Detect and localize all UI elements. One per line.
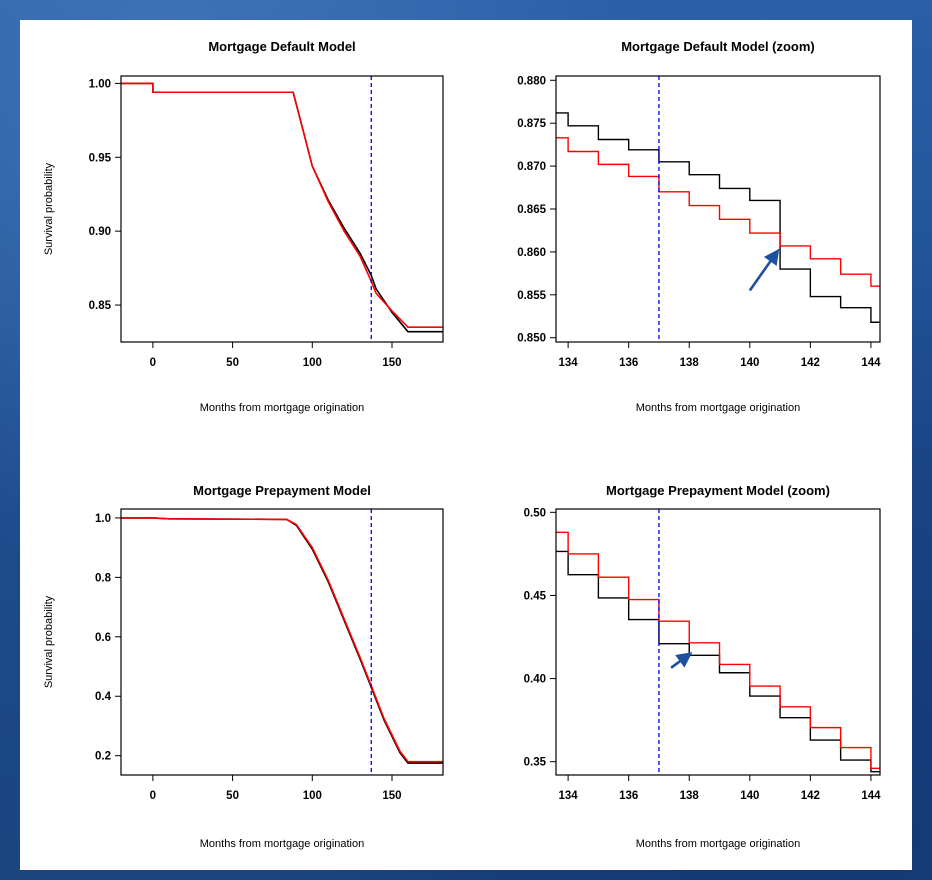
plot-frame <box>555 508 881 776</box>
figure-svg: Mortgage Default Model 0 50 100 150 0.85 0.90 0… <box>43 39 882 850</box>
chart-prepayment: Mortgage Prepayment Model 0 50 100 150 0.2 0.4… <box>43 483 444 850</box>
series-line-black <box>121 82 443 333</box>
x-tick-label: 144 <box>861 357 881 369</box>
plot-frame <box>120 508 444 776</box>
x-tick-label: 100 <box>303 790 322 802</box>
plot-frame <box>555 75 881 343</box>
x-tick-label: 100 <box>303 357 322 369</box>
x-tick-label: 50 <box>226 790 239 802</box>
y-tick-label: 0.8 <box>95 572 112 584</box>
y-tick-label: 1.00 <box>89 78 111 90</box>
figure-panel: Mortgage Default Model 0 50 100 150 0.85 0.90 0… <box>20 20 912 870</box>
x-tick-label: 142 <box>801 357 820 369</box>
annotation-arrow <box>670 652 693 669</box>
x-tick-label: 144 <box>861 790 881 802</box>
y-tick-label: 1.0 <box>95 513 111 525</box>
chart-default-zoom: Mortgage Default Model (zoom) 134 136 138 14… <box>517 39 881 414</box>
x-tick-label: 138 <box>680 357 700 369</box>
y-tick-label: 0.95 <box>89 152 112 164</box>
y-tick-label: 0.880 <box>517 75 546 87</box>
x-tick-label: 140 <box>740 790 759 802</box>
chart-title: Mortgage Prepayment Model <box>193 483 371 498</box>
chart-title: Mortgage Default Model <box>208 39 355 54</box>
y-tick-label: 0.40 <box>524 674 546 686</box>
series-line-red <box>121 82 443 329</box>
y-axis-label: Survival probability <box>43 595 55 688</box>
series-line-red <box>121 517 443 763</box>
series-line-black <box>121 517 443 764</box>
y-tick-label: 0.4 <box>95 691 112 703</box>
x-tick-label: 138 <box>680 790 700 802</box>
y-tick-label: 0.855 <box>517 290 546 302</box>
y-tick-label: 0.90 <box>89 226 111 238</box>
y-tick-label: 0.860 <box>517 247 546 259</box>
y-tick-label: 0.45 <box>524 590 547 602</box>
x-tick-label: 0 <box>150 357 156 369</box>
y-tick-label: 0.865 <box>517 204 546 216</box>
y-tick-label: 0.50 <box>524 507 546 519</box>
x-tick-label: 134 <box>559 790 579 802</box>
series-line-black <box>556 550 880 773</box>
y-tick-label: 0.870 <box>517 161 546 173</box>
plot-frame <box>120 75 444 343</box>
x-tick-label: 50 <box>226 357 239 369</box>
y-tick-label: 0.6 <box>95 632 111 644</box>
y-tick-label: 0.35 <box>524 757 547 769</box>
chart-title: Mortgage Prepayment Model (zoom) <box>606 483 830 498</box>
chart-prepayment-zoom: Mortgage Prepayment Model (zoom) 134 136 13… <box>524 483 882 850</box>
x-tick-label: 150 <box>382 790 401 802</box>
x-tick-label: 0 <box>150 790 156 802</box>
x-tick-label: 140 <box>740 357 759 369</box>
y-tick-label: 0.850 <box>517 333 546 345</box>
y-tick-label: 0.875 <box>517 118 546 130</box>
x-tick-label: 142 <box>801 790 820 802</box>
series-line-red <box>556 531 880 770</box>
x-tick-label: 134 <box>559 357 579 369</box>
y-axis-label: Survival probability <box>43 162 55 255</box>
series-line-black <box>556 112 880 323</box>
x-axis-label: Months from mortgage origination <box>636 838 800 850</box>
x-tick-label: 136 <box>619 357 638 369</box>
x-tick-label: 136 <box>619 790 638 802</box>
x-axis-label: Months from mortgage origination <box>200 838 364 850</box>
x-tick-label: 150 <box>382 357 401 369</box>
series-line-red <box>556 137 880 287</box>
y-tick-label: 0.85 <box>89 300 112 312</box>
chart-title: Mortgage Default Model (zoom) <box>621 39 815 54</box>
annotation-arrow <box>748 248 780 292</box>
x-axis-label: Months from mortgage origination <box>636 402 800 414</box>
y-tick-label: 0.2 <box>95 751 111 763</box>
x-axis-label: Months from mortgage origination <box>200 402 364 414</box>
chart-default: Mortgage Default Model 0 50 100 150 0.85 0.90 0… <box>43 39 444 414</box>
